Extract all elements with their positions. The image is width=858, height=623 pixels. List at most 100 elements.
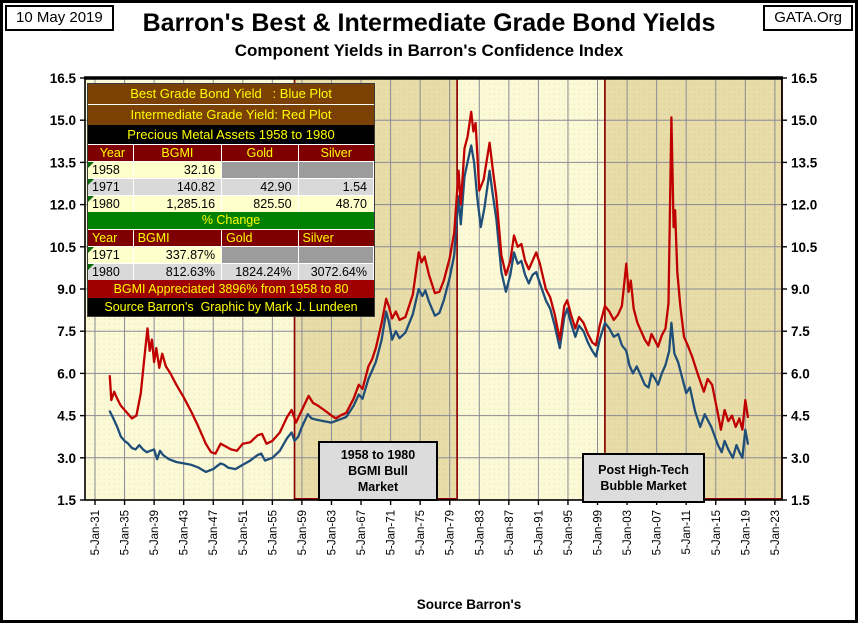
y-axis-label-left: 7.5 [57,324,76,339]
y-axis-label-left: 3.0 [57,451,76,466]
cell-year: 1971 [88,178,134,195]
y-axis-label-left: 16.5 [50,71,77,86]
y-axis-label-right: 16.5 [791,71,818,86]
cell-bgmi: 337.87% [133,246,223,263]
x-axis-label: 5-Jan-87 [504,510,516,555]
empty-cell [222,246,299,263]
x-axis-label: 5-Jan-99 [593,510,605,555]
x-axis-label: 5-Jan-23 [770,510,782,555]
x-axis-label: 5-Jan-59 [297,510,309,555]
y-axis-label-left: 13.5 [50,155,77,170]
empty-cell [298,246,374,263]
annotation-post-bubble-market: Post High-Tech Bubble Market [582,453,705,503]
y-axis-label-right: 13.5 [791,155,818,170]
y-axis-label-right: 15.0 [791,113,817,128]
cell-year: 1980 [88,263,134,280]
cell-bgmi: 32.16 [133,161,223,178]
cell-silver: 3072.64% [298,263,374,280]
table-row: 1958 32.16 [88,161,374,178]
bgmi-appreciation-note: BGMI Appreciated 3896% from 1958 to 80 [88,280,374,298]
x-axis-label: 5-Jan-95 [563,510,575,555]
page-title: Barron's Best & Intermediate Grade Bond … [142,9,716,37]
y-axis-label-right: 4.5 [791,409,810,424]
cell-silver: 48.70 [298,195,374,212]
x-axis-label: 5-Jan-15 [711,510,723,555]
date-badge: 10 May 2019 [5,5,114,31]
x-axis-label: 5-Jan-75 [415,510,427,555]
col-header-bgmi: BGMI [133,144,223,161]
x-axis-label: 5-Jan-83 [474,510,486,555]
x-axis-label: 5-Jan-51 [238,510,250,555]
x-axis-label: 5-Jan-19 [740,510,752,555]
y-axis-label-left: 6.0 [57,366,76,381]
y-axis-label-right: 6.0 [791,366,810,381]
col-header-gold: Gold [222,144,299,161]
col-header-year: Year [88,229,134,246]
y-axis-label-left: 10.5 [50,240,77,255]
pct-change-header: % Change [88,212,374,229]
x-axis-label: 5-Jan-03 [622,510,634,555]
legend-intermediate-grade: Intermediate Grade Yield: Red Plot [88,104,374,125]
y-axis-label-left: 15.0 [50,113,76,128]
source-label: Source Barron's [416,597,522,612]
annotation-line: 1958 to 1980 [340,448,416,462]
graphic-credit: Source Barron's Graphic by Mark J. Lunde… [88,298,374,316]
table-header-row: Year BGMI Gold Silver [88,144,374,161]
table-row: 1980 1,285.16 825.50 48.70 [88,195,374,212]
best-grade-yield-line [108,144,750,474]
y-axis-label-right: 7.5 [791,324,810,339]
x-axis-label: 5-Jan-43 [179,510,191,555]
x-axis-label: 5-Jan-63 [326,510,338,555]
table-row: 1980 812.63% 1824.24% 3072.64% [88,263,374,280]
metals-data-table: Best Grade Bond Yield : Blue Plot Interm… [87,83,375,317]
cell-bgmi: 812.63% [133,263,223,280]
legend-best-grade: Best Grade Bond Yield : Blue Plot [88,84,374,104]
x-axis-label: 5-Jan-11 [681,510,693,555]
x-axis-label: 5-Jan-79 [445,510,457,555]
cell-gold: 42.90 [222,178,299,195]
annotation-line: Bubble Market [600,479,687,493]
annotation-line: BGMI Bull [348,464,408,478]
y-axis-label-left: 12.0 [50,198,76,213]
x-axis-label: 5-Jan-35 [120,510,132,555]
x-axis-label: 5-Jan-07 [652,510,664,555]
col-header-silver: Silver [298,229,374,246]
table-title: Precious Metal Assets 1958 to 1980 [88,125,374,144]
x-axis-label: 5-Jan-67 [356,510,368,555]
y-axis-label-right: 1.5 [791,493,810,508]
x-axis-label: 5-Jan-91 [533,510,545,555]
x-axis-label: 5-Jan-71 [386,510,398,555]
y-axis-label-left: 1.5 [57,493,76,508]
x-axis-label: 5-Jan-39 [149,510,161,555]
pct-header-row: Year BGMI Gold Silver [88,229,374,246]
col-header-year: Year [88,144,134,161]
cell-bgmi: 140.82 [133,178,223,195]
y-axis-label-left: 4.5 [57,409,76,424]
x-axis-label: 5-Jan-31 [90,510,102,555]
y-axis-label-left: 9.0 [57,282,76,297]
y-axis-label-right: 3.0 [791,451,810,466]
col-header-bgmi: BGMI [133,229,223,246]
empty-cell [298,161,374,178]
bond-yield-chart: 16.5 16.5 15.0 15.0 13.5 13.5 12.0 12.0 10.5 10.5… [50,71,818,555]
col-header-silver: Silver [298,144,374,161]
empty-cell [222,161,299,178]
table-row: 1971 337.87% [88,246,374,263]
cell-year: 1971 [88,246,134,263]
page-subtitle: Component Yields in Barron's Confidence … [234,41,624,60]
annotation-line: Post High-Tech [598,463,689,477]
cell-bgmi: 1,285.16 [133,195,223,212]
y-axis-label-right: 9.0 [791,282,810,297]
x-axis-label: 5-Jan-55 [267,510,279,555]
y-axis-label-right: 10.5 [791,240,818,255]
annotation-line: Market [357,480,399,494]
intermediate-grade-yield-line [108,110,750,455]
y-axis-label-right: 12.0 [791,198,817,213]
site-badge: GATA.Org [763,5,853,31]
series-legend: Best Grade Bond Yield : Blue Plot Interm… [88,84,374,125]
table-row: 1971 140.82 42.90 1.54 [88,178,374,195]
annotation-bgmi-bull-market: 1958 to 1980 BGMI Bull Market [318,441,438,501]
cell-gold: 825.50 [222,195,299,212]
x-axis-label: 5-Jan-47 [208,510,220,555]
